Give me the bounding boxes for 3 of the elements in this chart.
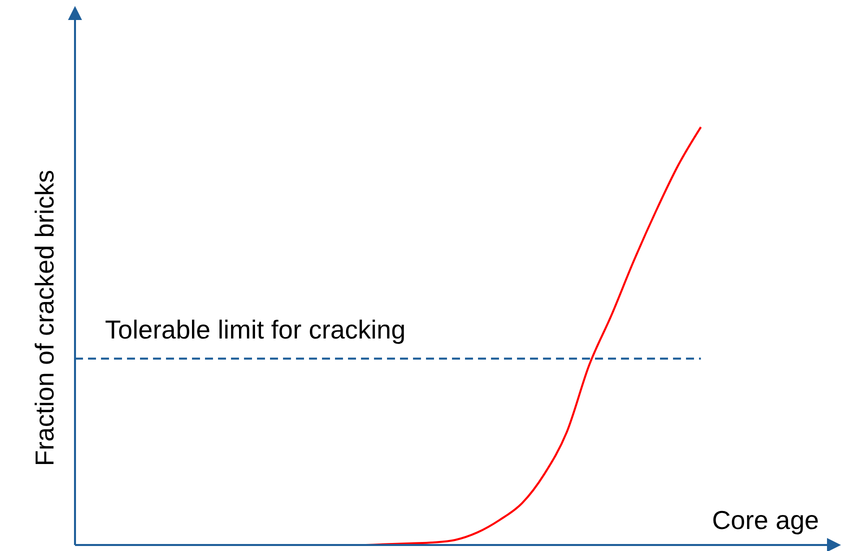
y-axis-title: Fraction of cracked bricks [30,170,60,466]
x-axis-title: Core age [712,505,819,536]
ref-line-label: Tolerable limit for cracking [105,314,406,345]
